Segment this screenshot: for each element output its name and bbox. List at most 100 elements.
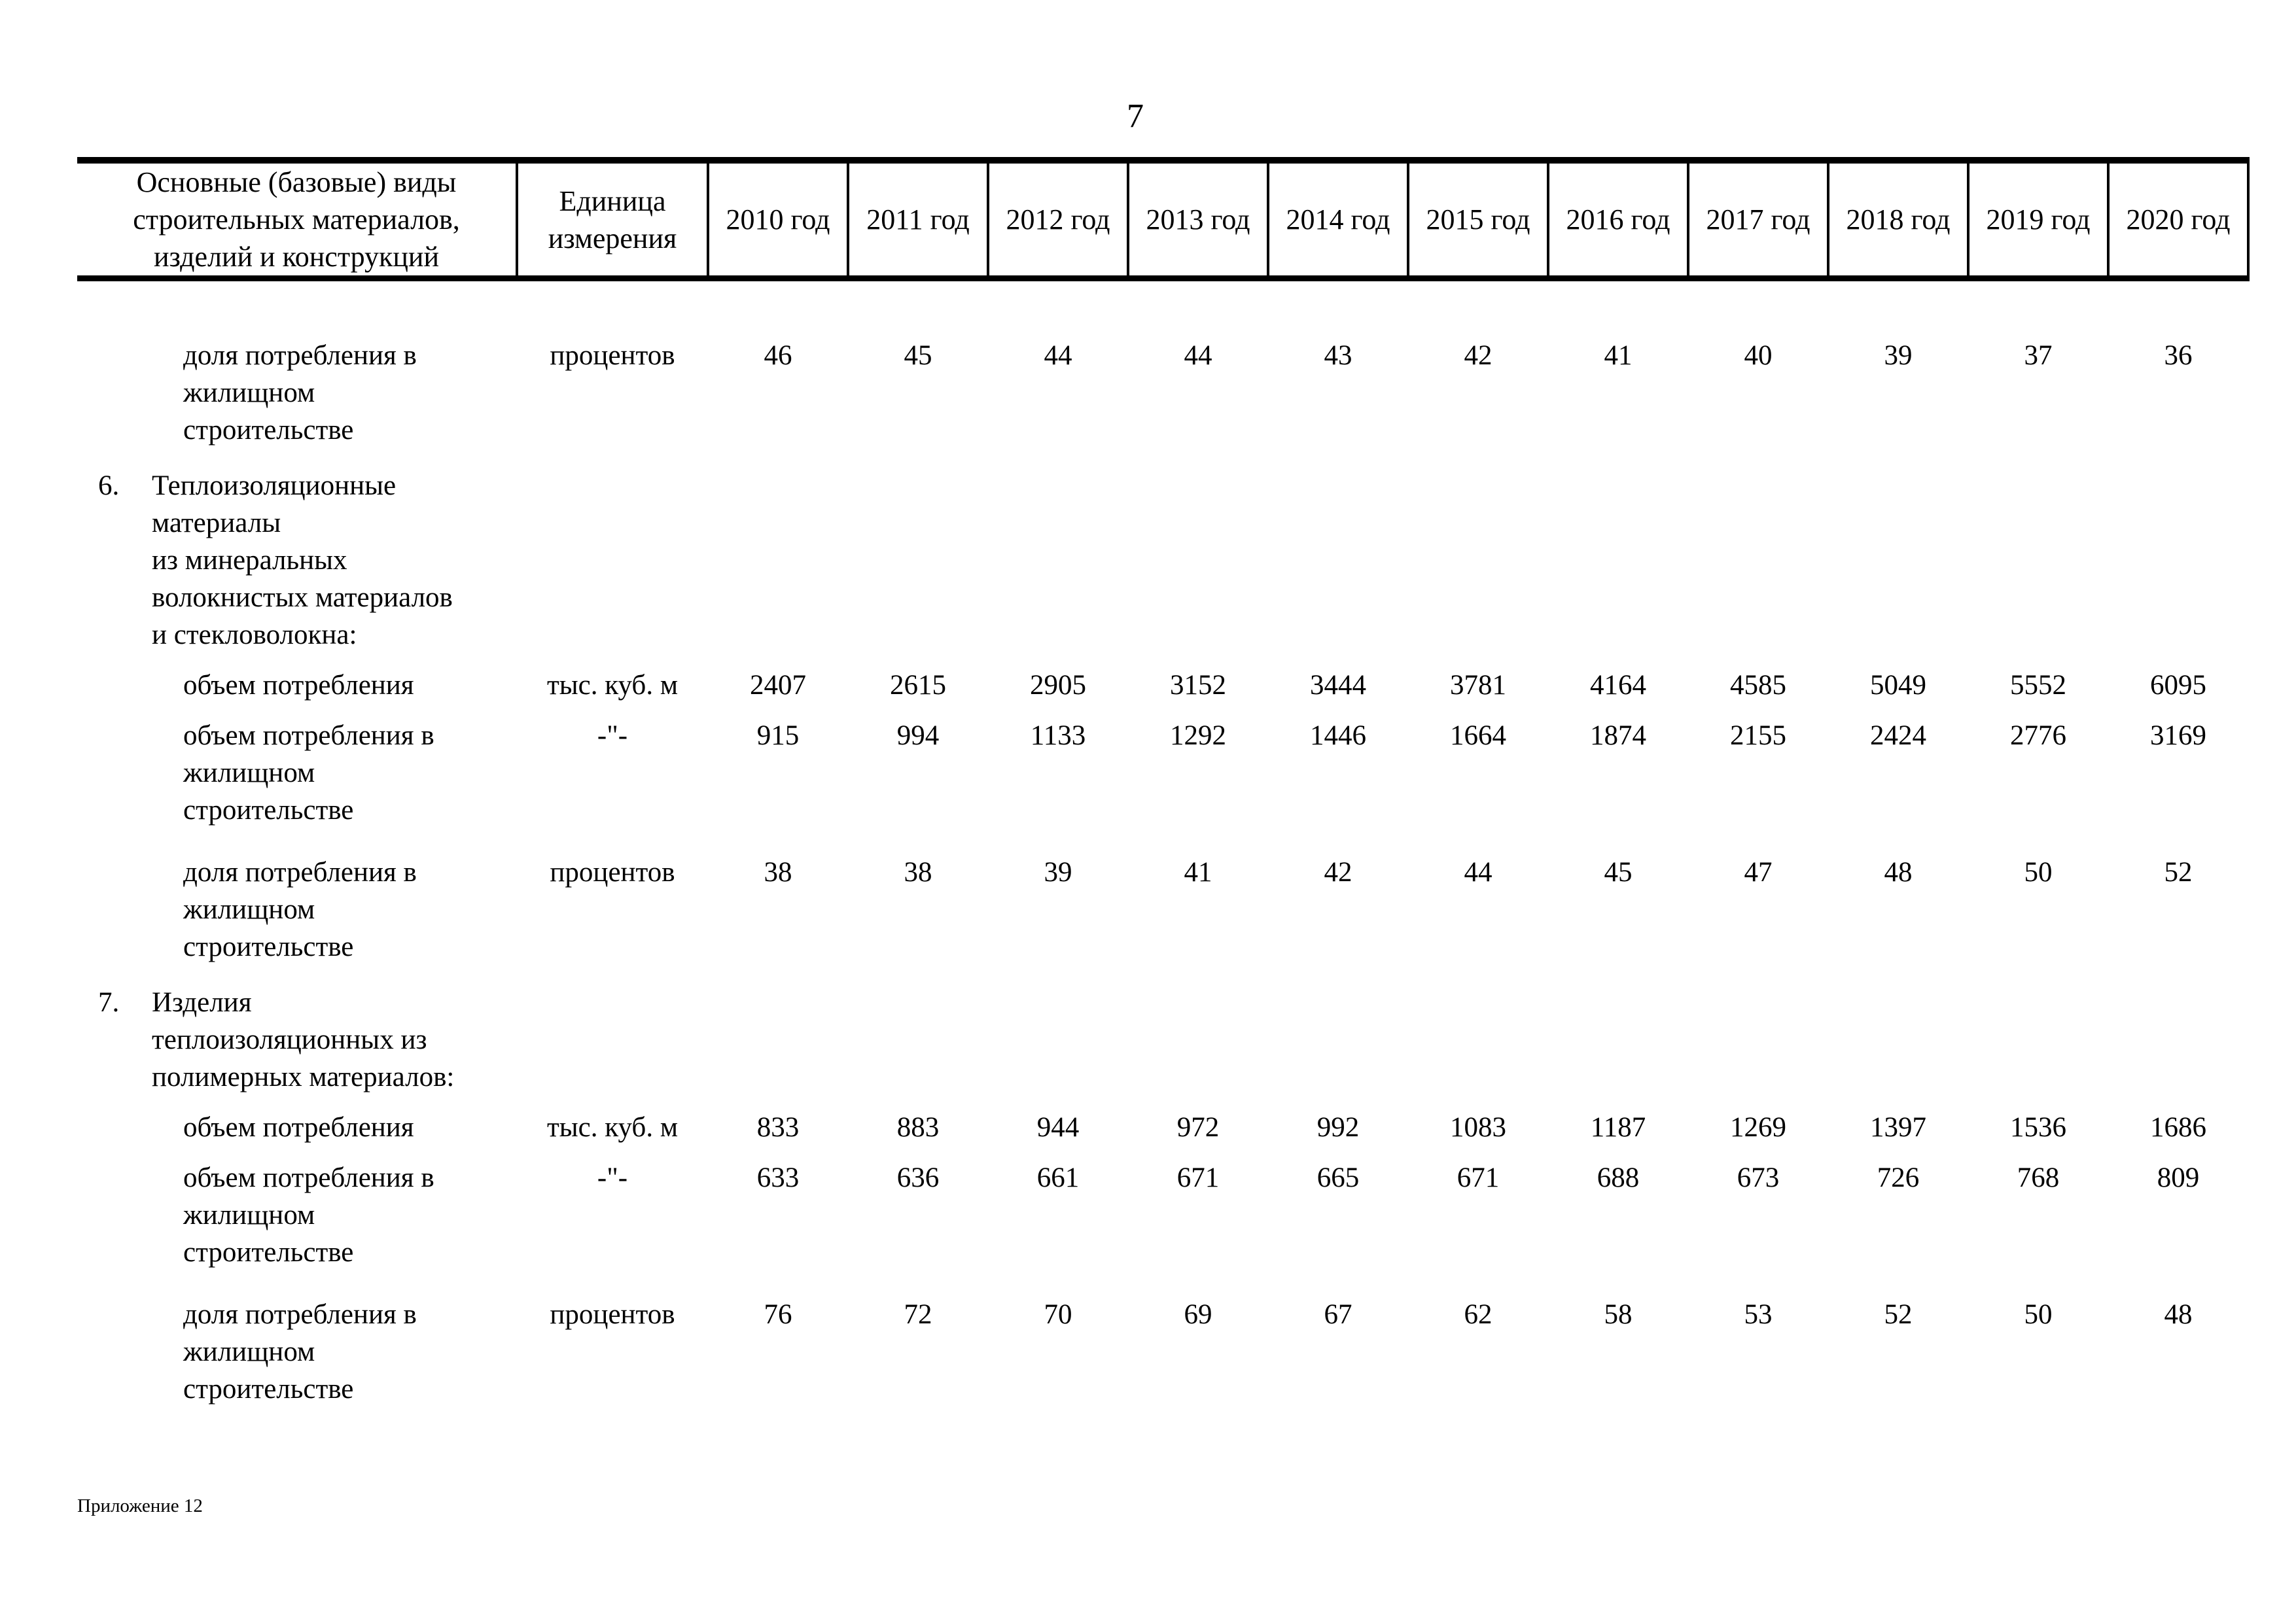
footer-annotation: Приложение 12 (77, 1495, 203, 1516)
year-value: 52 (2164, 857, 2193, 888)
unit-of-measure: процентов (550, 1299, 675, 1330)
unit-of-measure: -"- (597, 1162, 628, 1193)
section-label-wrap: 7. Изделия теплоизоляционных из полимерных … (98, 984, 517, 1096)
header-year-column: 2016 год (1548, 157, 1689, 281)
year-value (1128, 966, 1268, 1096)
year-value: 3444 (1310, 670, 1366, 701)
text-line: и стекловолокна: (152, 620, 357, 650)
year-value: 50 (2024, 857, 2053, 888)
year-value: 6095 (2150, 670, 2206, 701)
text-line: доля потребления в (183, 1299, 417, 1330)
row-label: доля потребления в жилищном строительстве (77, 1271, 517, 1408)
year-value (848, 449, 988, 654)
row-label: объем потребления (77, 654, 517, 704)
indicator-label: доля потребления в жилищном строительстве (183, 1296, 517, 1408)
year-value: 44 (1464, 857, 1492, 888)
year-value: 688 (1597, 1162, 1640, 1193)
text-line: объем потребления (183, 670, 414, 701)
unit-of-measure: -"- (597, 720, 628, 751)
year-value: 40 (1744, 340, 1773, 371)
year-value: 53 (1744, 1299, 1773, 1330)
year-value (1968, 966, 2108, 1096)
year-value: 46 (764, 340, 792, 371)
text-line: объем потребления (183, 1112, 414, 1143)
header-year-column: 2013 год (1128, 157, 1269, 281)
year-value (1828, 449, 1968, 654)
row-label: объем потребления (77, 1096, 517, 1146)
year-value: 1664 (1450, 720, 1506, 751)
year-value: 48 (2164, 1299, 2193, 1330)
year-value: 2407 (750, 670, 806, 701)
year-value (1548, 449, 1688, 654)
year-value: 42 (1324, 857, 1352, 888)
year-value (1548, 966, 1688, 1096)
year-value: 1397 (1870, 1112, 1926, 1143)
section-number: 7. (98, 987, 120, 1018)
data-row: объем потребления в жилищном строительстве… (77, 704, 2248, 829)
year-value: 1133 (1030, 720, 1086, 751)
year-value: 1446 (1310, 720, 1366, 751)
text-line: жилищном (183, 758, 315, 788)
header-year-column: 2015 год (1408, 157, 1549, 281)
text-line: Изделия (152, 987, 252, 1018)
year-value: 5552 (2010, 670, 2066, 701)
row-label: доля потребления в жилищном строительстве (77, 279, 517, 449)
unit-of-measure: тыс. куб. м (546, 670, 679, 701)
year-value: 41 (1184, 857, 1212, 888)
year-value (848, 966, 988, 1096)
year-value: 661 (1036, 1162, 1080, 1193)
year-value: 2905 (1030, 670, 1086, 701)
year-value: 726 (1877, 1162, 1920, 1193)
header-year-column: 2014 год (1268, 157, 1409, 281)
text-line: строительстве (183, 1237, 354, 1268)
unit-of-measure: тыс. куб. м (546, 1112, 679, 1143)
data-row: доля потребления в жилищном строительстве п… (77, 829, 2248, 966)
year-value (1408, 966, 1548, 1096)
materials-consumption-table: Основные (базовые) виды строительных мате… (77, 157, 2250, 1408)
year-value: 36 (2164, 340, 2193, 371)
year-value (988, 449, 1128, 654)
indicator-label: объем потребления в жилищном строительстве (183, 717, 517, 829)
year-value: 38 (904, 857, 932, 888)
indicator-label: доля потребления в жилищном строительстве (183, 854, 517, 966)
header-year-column: 2017 год (1688, 157, 1829, 281)
year-value: 3781 (1450, 670, 1506, 701)
text-line: строительстве (183, 415, 354, 445)
text-line: теплоизоляционных из (152, 1024, 427, 1055)
unit-of-measure: процентов (550, 340, 675, 371)
row-label: объем потребления в жилищном строительстве (77, 1146, 517, 1271)
text-line: изделий и конструкций (153, 241, 440, 273)
header-name-column: Основные (базовые) виды строительных мате… (77, 157, 518, 281)
year-value: 4585 (1730, 670, 1786, 701)
year-value: 1269 (1730, 1112, 1786, 1143)
text-line: жилищном (183, 1336, 315, 1367)
year-value: 72 (904, 1299, 932, 1330)
text-line: объем потребления в (183, 720, 434, 751)
year-value (1408, 449, 1548, 654)
year-value: 43 (1324, 340, 1352, 371)
year-value: 58 (1604, 1299, 1633, 1330)
text-line: измерения (548, 222, 677, 254)
year-value: 972 (1176, 1112, 1220, 1143)
year-value: 994 (896, 720, 940, 751)
text-line: строительных материалов, (133, 203, 460, 236)
year-value: 2155 (1730, 720, 1786, 751)
year-value: 1187 (1590, 1112, 1646, 1143)
year-value: 992 (1316, 1112, 1360, 1143)
year-value: 50 (2024, 1299, 2053, 1330)
text-line: объем потребления в (183, 1162, 434, 1193)
year-value (708, 449, 848, 654)
year-value: 1536 (2010, 1112, 2066, 1143)
text-line: строительстве (183, 932, 354, 962)
section-row: 6. Теплоизоляционные материалы из минеральн… (77, 449, 2248, 654)
year-value: 636 (896, 1162, 940, 1193)
header-year-column: 2011 год (848, 157, 989, 281)
year-value: 70 (1044, 1299, 1072, 1330)
year-value (1128, 449, 1268, 654)
year-value: 3169 (2150, 720, 2206, 751)
year-value: 48 (1884, 857, 1913, 888)
data-row: объем потребления тыс. куб. м 2407 2615 2905… (77, 654, 2248, 704)
indicator-label: объем потребления (183, 667, 517, 704)
year-value: 39 (1044, 857, 1072, 888)
